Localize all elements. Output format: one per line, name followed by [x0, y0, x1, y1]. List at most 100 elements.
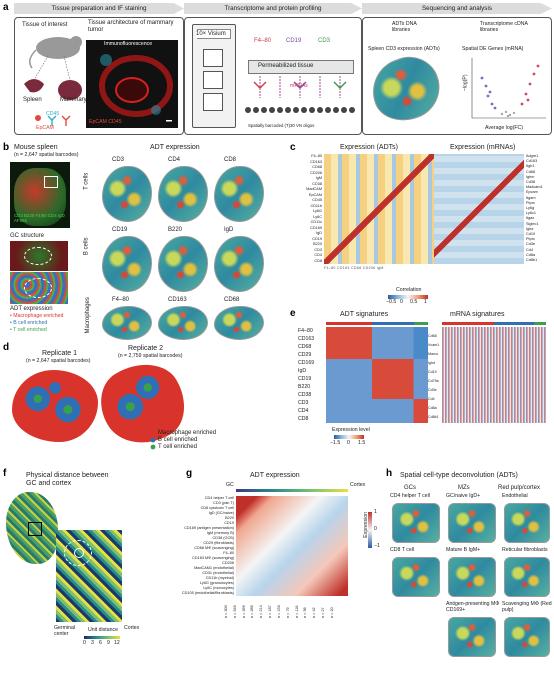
g-cortex-label: Cortex [350, 482, 366, 488]
map-cd68 [214, 306, 264, 340]
h-map-cd8 [392, 557, 440, 597]
mrna-row-label: Cd8b1 [526, 258, 538, 263]
spleen-n-label: (n = 2,647 spatial barcodes) [14, 152, 79, 158]
spleen-if-image [10, 162, 70, 228]
gc-structure-label: GC structure [10, 233, 45, 239]
header-profiling: Transcriptome and protein profiling [184, 3, 362, 14]
g-cbar-tick: −1 [374, 543, 380, 549]
g-row-label: IgM (memory B) [206, 531, 234, 535]
panel-label-c: c [290, 142, 296, 153]
mrna-gene-label: Cd79a [428, 379, 439, 383]
mrna-gene-label: Cd4 [428, 397, 435, 401]
mrna-gene-label: Cd19 [428, 370, 437, 374]
map-b220 [158, 236, 208, 292]
mrna-row-label: Ptprc [526, 200, 535, 205]
mrna-row-labels: Adgre1 Cd163 Itgb1 Cd68 Ighm Cd38 Madcam1 Epcam… [526, 154, 552, 268]
h-col-redpulp: Red pulp/cortex [498, 485, 541, 491]
distance-tick: 6 [99, 640, 102, 646]
mrna-row-label: Ly6c1 [526, 211, 536, 216]
legend-bcell: B cell enriched [158, 437, 198, 443]
expression-level-label: Expression level [332, 427, 370, 433]
h-map-label: CD8 T cell [390, 547, 415, 553]
expression-mrnas-title: Expression (mRNAs) [450, 144, 516, 151]
replicate1-map [12, 370, 98, 442]
corr-tick: −0.5 [386, 299, 397, 305]
g-row-label: CD163 MΦ (scavenging) [192, 556, 234, 560]
mrna-row-label: Siglec1 [526, 221, 539, 226]
map-label-cd163: CD163 [168, 297, 187, 303]
adt-expression-title: ADT expression [150, 144, 200, 151]
gc-structure-image [10, 241, 68, 271]
mrna-correlation-heatmap [434, 154, 524, 264]
g-row-label: CD31 (endothelial) [202, 571, 234, 575]
mrna-row-label: Cd8a [526, 252, 536, 257]
mrna-gene-label: Cd3e [428, 388, 437, 392]
map-f480 [102, 306, 152, 340]
mrna-row-label: Epcam [526, 190, 538, 195]
correlation-colorbar [388, 295, 428, 299]
g-gc-label: GC [226, 482, 234, 488]
adt-row-label: CD8 [314, 258, 322, 263]
g-cbar-tick: 0 [374, 526, 377, 532]
spatial-de-label: Spatial DE Genes (mRNA) [462, 46, 524, 52]
map-label-cd3: CD3 [112, 157, 125, 163]
correlation-label: Correlation [396, 287, 422, 293]
oligo-schematic [245, 76, 355, 113]
adt-row-label: CD68 [312, 165, 322, 169]
adt-row-label: B220 [313, 242, 322, 246]
macrophage-enriched-label: • Macrophage enriched [10, 313, 64, 319]
col-label: F4–80 [324, 266, 336, 270]
if-image [86, 40, 178, 128]
mrna-row-label: Itgax [526, 216, 535, 221]
mrna-gene-label: Cd8b1 [428, 415, 439, 419]
adt-row-label: CD169 [310, 225, 322, 230]
tissue-architecture-label: Tissue architecture of mammary tumor [88, 20, 174, 33]
mrna-row-label: Ptprc [526, 237, 535, 242]
f480-antibody-label: F4–80 [254, 38, 272, 44]
mrna-signature-heatmap [442, 327, 546, 423]
col-label: CD163 [337, 266, 350, 270]
adt-row-label: Ly6G [313, 209, 322, 213]
g-colorbar [368, 512, 372, 548]
permeabilized-bar [248, 60, 354, 74]
sig-row-label: CD3 [298, 400, 309, 406]
visium-label: 10× Visium [196, 31, 226, 38]
row-label-macrophages: Macrophages [84, 297, 91, 334]
mrna-gene-label: Vcam1 [428, 343, 440, 347]
map-cd163 [158, 306, 208, 340]
sig-bar-mrna-bcell [494, 322, 534, 325]
spleen-label: Spleen [23, 97, 42, 103]
g-row-label: IgD (GC/naive) [208, 511, 234, 515]
g-row-label: Ly6G (granulocytes) [199, 581, 234, 585]
adt-correlation-heatmap [324, 154, 434, 264]
h-map-gc-naive [448, 503, 496, 543]
cd19-antibody-label: CD19 [286, 38, 302, 44]
mrna-row-label: Itgb1 [526, 164, 535, 169]
mrna-row-label: Adgre1 [526, 154, 539, 158]
g-row-label: CD38 (GCB) [212, 536, 234, 540]
distance-overview-map [6, 492, 58, 564]
distance-zoom-map [56, 530, 122, 622]
panel-label-a: a [3, 2, 9, 13]
distance-tick: 12 [114, 640, 120, 646]
map-label-igd: IgD [224, 227, 234, 233]
mrna-row-label: Madcam1 [526, 185, 543, 190]
replicate2-title: Replicate 2 [128, 345, 164, 352]
g-row-label: MadCAM1 (endothelial) [194, 566, 234, 570]
h-map-mature-b [448, 557, 496, 597]
map-label-b220: B220 [168, 227, 183, 233]
map-igd [214, 236, 264, 292]
sig-row-label: CD169 [298, 360, 315, 366]
g-row-label: CD169 (antigen presentation) [184, 526, 234, 530]
sig-row-label: CD19 [298, 376, 312, 382]
heatmap-col-labels: F4–80 CD163 CD68 CD206 IgM [324, 266, 524, 286]
map-label-cd8: CD8 [224, 157, 237, 163]
sig-row-label: F4–80 [298, 328, 313, 334]
signature-row-labels: F4–80 CD163 CD68 CD29 CD169 IgD CD19 B220 CD38 CD… [298, 327, 324, 423]
spatial-barcode-label: Spatially barcoded (T)30 VN oligos [248, 123, 315, 128]
distance-tick: 9 [107, 640, 110, 646]
corr-tick: 1 [424, 299, 427, 305]
mrna-row-label: Cd163 [526, 159, 538, 164]
volcano-ylabel: −log(P) [462, 74, 469, 92]
h-map-label: Endothelial [502, 493, 528, 499]
